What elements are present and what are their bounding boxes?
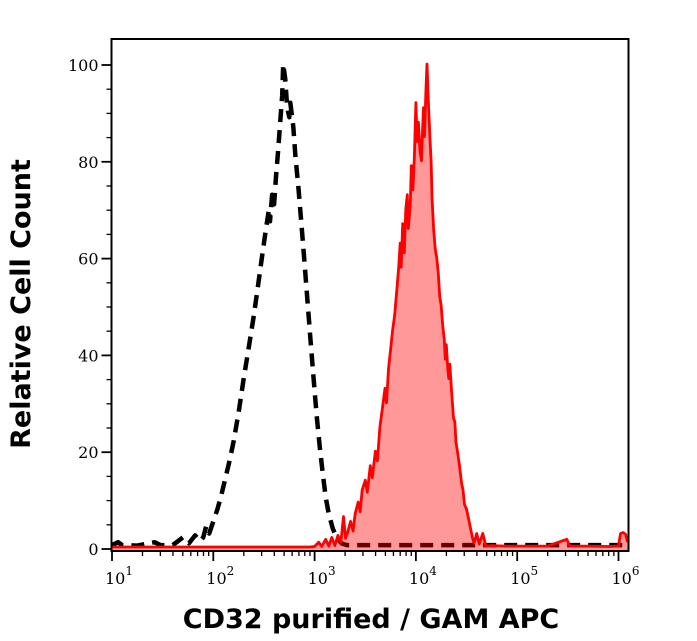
histogram-curves	[111, 61, 629, 551]
y-tick-label: 0	[88, 540, 98, 559]
axis-tick-labels: 101 102 103 104 105 106 0 20 40 60 80 100	[68, 56, 640, 588]
x-tick-label: 101	[105, 564, 133, 588]
plot-border	[110, 38, 630, 552]
x-tick-label: 102	[206, 564, 234, 588]
axis-ticks	[101, 64, 620, 561]
y-tick-label: 100	[68, 56, 99, 75]
y-axis-title: Relative Cell Count	[6, 159, 37, 449]
x-tick-label: 106	[612, 564, 640, 588]
x-axis-title: CD32 purified / GAM APC	[183, 604, 559, 635]
y-tick-label: 40	[78, 346, 98, 365]
y-tick-label: 60	[78, 250, 98, 269]
y-tick-label: 80	[78, 153, 98, 172]
red-curve-outline	[112, 62, 629, 549]
plot-frame	[110, 38, 630, 552]
x-tick-label: 103	[308, 564, 336, 588]
black-dashed-curve	[111, 61, 628, 548]
x-tick-label: 104	[409, 564, 437, 588]
x-tick-label: 105	[510, 564, 538, 588]
y-tick-label: 20	[78, 443, 98, 462]
